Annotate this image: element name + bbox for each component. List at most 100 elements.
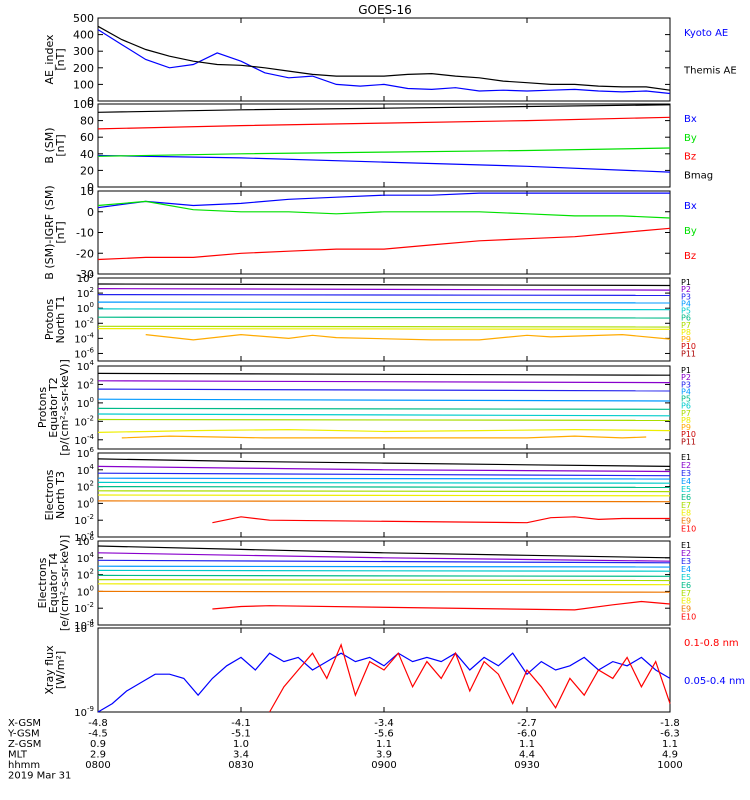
legend-label: E8: [681, 509, 691, 518]
legend-label: P8: [681, 328, 691, 337]
series-e3: [97, 559, 671, 564]
y-axis-label: Equator T4: [47, 553, 60, 613]
y-tick-label: 500: [73, 12, 94, 25]
series-p8: [97, 328, 671, 330]
panel-3: -30 -20 -10 0 10 B (SM)-IGRF (SM)[nT] Bx By Bz: [43, 185, 697, 281]
y-tick-label: -20: [76, 247, 94, 260]
panel-2: 0 20 40 60 80 100 B (SM)[nT] Bx By Bz Bmag: [43, 98, 713, 194]
series-p9: [121, 435, 647, 439]
series-e2: [97, 552, 671, 562]
series-p6: [97, 413, 671, 417]
axis-row-value: -4.5: [88, 729, 108, 740]
axis-row-value: -4.1: [231, 718, 251, 729]
series-e9: [97, 590, 671, 593]
legend-label: Bx: [684, 201, 697, 212]
y-tick-label: 102: [77, 568, 94, 582]
y-axis-label: AE_index: [43, 34, 56, 85]
series-bz: [97, 116, 671, 130]
series-by: [97, 147, 671, 157]
y-axis-label: [e/(cm²-s-sr-keV)]: [58, 535, 71, 631]
legend-label: P9: [681, 423, 691, 432]
y-axis-label: Protons: [43, 299, 56, 340]
y-tick-label: 20: [80, 164, 94, 177]
legend-label: P7: [681, 321, 691, 330]
y-tick-label: 60: [80, 131, 94, 144]
panel-frame: [97, 190, 671, 275]
y-tick-label: 106: [77, 446, 95, 460]
series-e6: [97, 486, 671, 488]
legend-label: By: [684, 226, 697, 237]
legend-label: P10: [681, 430, 696, 439]
legend-label: P10: [681, 342, 696, 351]
y-axis-label: North T3: [54, 471, 67, 519]
series-p5: [97, 407, 671, 410]
y-tick-label: 100: [73, 98, 94, 111]
legend-label: E1: [681, 541, 691, 550]
axis-row-label: X-GSM: [8, 718, 41, 729]
series-p6: [97, 316, 671, 319]
series-p3: [97, 388, 671, 392]
series-bx: [97, 192, 670, 209]
legend-label: E8: [681, 597, 691, 606]
series-e5: [97, 569, 671, 572]
axis-row-value: -2.7: [517, 718, 537, 729]
panel-frame: [97, 103, 671, 188]
series-p2: [97, 288, 671, 291]
axis-row-value: -5.1: [231, 729, 251, 740]
y-tick-label: 100: [73, 78, 94, 91]
series-kyoto-ae: [97, 29, 671, 95]
axis-row-value: -6.0: [517, 729, 537, 740]
series-e2: [97, 465, 671, 473]
axis-row-value: 0800: [85, 760, 110, 771]
plot-title: GOES-16: [358, 3, 412, 17]
series-e10: [212, 516, 670, 524]
legend-label: P6: [681, 314, 691, 323]
axis-row-label: Y-GSM: [7, 729, 40, 740]
legend-label: P3: [681, 292, 691, 301]
y-axis-label: [nT]: [54, 134, 67, 156]
panel-frame: [97, 540, 671, 626]
legend-label: E2: [681, 461, 691, 470]
legend-label: P11: [681, 437, 696, 446]
series-e3: [97, 472, 671, 477]
y-axis-label: Equator T2: [47, 377, 60, 437]
series-e8: [97, 494, 671, 497]
y-tick-label: 104: [77, 551, 95, 565]
legend-label: E3: [681, 557, 691, 566]
legend-label: E10: [681, 613, 696, 622]
y-tick-label: 10-4: [74, 331, 94, 345]
legend-label: P5: [681, 307, 691, 316]
axis-row-value: -5.6: [374, 729, 394, 740]
legend-label: P4: [681, 387, 691, 396]
axis-row-value: 3.4: [233, 750, 249, 761]
y-tick-label: 100: [77, 301, 94, 315]
series-e4: [97, 477, 671, 480]
axis-row-value: -1.8: [660, 718, 680, 729]
legend-label: P3: [681, 380, 691, 389]
legend-label: E1: [681, 453, 691, 462]
y-tick-label: 10-4: [74, 433, 94, 447]
series-p1: [97, 372, 671, 376]
series-e6: [97, 574, 671, 577]
y-tick-label: 0: [87, 95, 94, 108]
legend-label: P7: [681, 409, 691, 418]
axis-row-value: 0930: [514, 760, 539, 771]
y-axis-label: B (SM)-IGRF (SM): [43, 185, 56, 279]
y-tick-label: 104: [77, 463, 95, 477]
legend-label: Bz: [684, 251, 696, 262]
series-0-05-0-4-nm: [97, 652, 671, 713]
axis-row-value: 0900: [371, 760, 396, 771]
y-tick-label: 400: [73, 29, 94, 42]
y-tick-label: 100: [77, 584, 94, 598]
y-axis-label: B (SM): [43, 127, 56, 163]
y-axis-label: [nT]: [54, 48, 67, 70]
series-p3: [97, 294, 671, 296]
panel-8: 10-9 10-8 Xray flux[W/m²] 0.1-0.8 nm 0.05-0.…: [43, 621, 745, 719]
series-bx: [97, 154, 671, 173]
y-tick-label: 104: [77, 271, 95, 285]
legend-label: E7: [681, 589, 691, 598]
